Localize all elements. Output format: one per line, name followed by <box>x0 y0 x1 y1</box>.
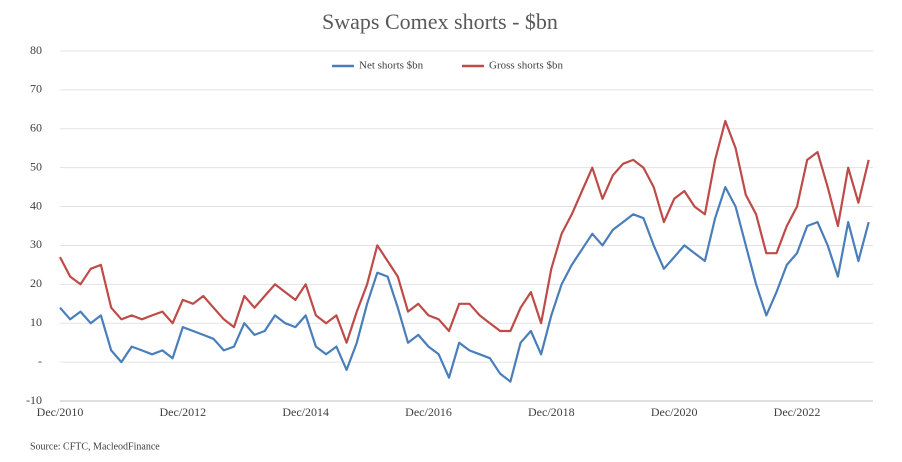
x-tick-label: Dec/2010 <box>37 405 84 419</box>
y-tick-label: 10 <box>30 315 42 329</box>
series-line <box>59 186 870 383</box>
y-tick-label: - <box>38 354 42 368</box>
y-tick-label: 50 <box>30 159 42 173</box>
x-tick-label: Dec/2020 <box>651 405 698 419</box>
x-tick-label: Dec/2022 <box>774 405 821 419</box>
y-tick-label: 20 <box>30 276 42 290</box>
series-line <box>59 119 870 344</box>
x-tick-label: Dec/2012 <box>160 405 207 419</box>
y-tick-label: 40 <box>30 198 42 212</box>
y-tick-label: 30 <box>30 237 42 251</box>
y-tick-label: 80 <box>30 43 42 57</box>
x-tick-label: Dec/2018 <box>528 405 575 419</box>
legend-label: Gross shorts $bn <box>489 60 563 72</box>
x-tick-label: Dec/2014 <box>282 405 329 419</box>
source-note: Source: CFTC, MacleodFinance <box>30 441 160 452</box>
y-tick-label: -10 <box>26 393 42 407</box>
y-tick-label: 60 <box>30 121 42 135</box>
chart-title: Swaps Comex shorts - $bn <box>322 9 558 34</box>
legend-label: Net shorts $bn <box>359 60 424 72</box>
y-tick-label: 70 <box>30 82 42 96</box>
x-tick-label: Dec/2016 <box>405 405 452 419</box>
